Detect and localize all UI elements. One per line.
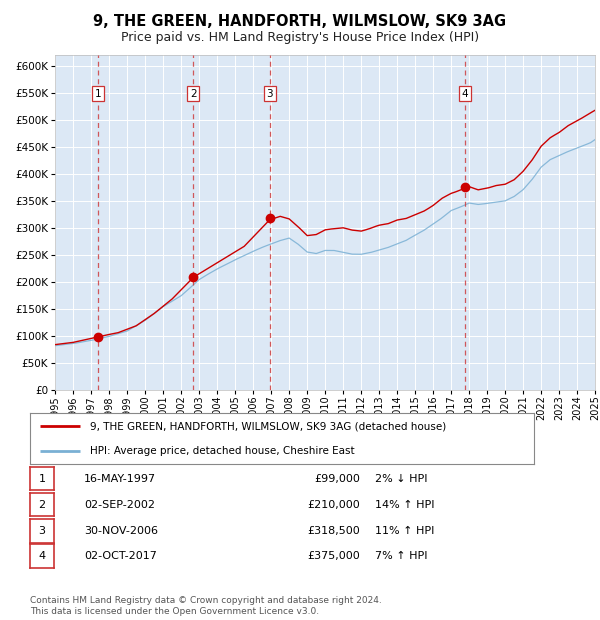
Text: 30-NOV-2006: 30-NOV-2006: [84, 526, 158, 536]
Text: £318,500: £318,500: [307, 526, 360, 536]
Text: 02-SEP-2002: 02-SEP-2002: [84, 500, 155, 510]
Text: 2: 2: [190, 89, 197, 99]
Text: 4: 4: [461, 89, 468, 99]
Text: 2: 2: [38, 500, 46, 510]
Text: 02-OCT-2017: 02-OCT-2017: [84, 551, 157, 561]
Text: Contains HM Land Registry data © Crown copyright and database right 2024.
This d: Contains HM Land Registry data © Crown c…: [30, 596, 382, 616]
Text: 4: 4: [38, 551, 46, 561]
Text: 3: 3: [266, 89, 273, 99]
Text: 11% ↑ HPI: 11% ↑ HPI: [375, 526, 434, 536]
Text: 9, THE GREEN, HANDFORTH, WILMSLOW, SK9 3AG: 9, THE GREEN, HANDFORTH, WILMSLOW, SK9 3…: [94, 14, 506, 29]
Text: 1: 1: [38, 474, 46, 484]
Text: 9, THE GREEN, HANDFORTH, WILMSLOW, SK9 3AG (detached house): 9, THE GREEN, HANDFORTH, WILMSLOW, SK9 3…: [91, 421, 447, 431]
Text: 2% ↓ HPI: 2% ↓ HPI: [375, 474, 427, 484]
Text: HPI: Average price, detached house, Cheshire East: HPI: Average price, detached house, Ches…: [91, 446, 355, 456]
Text: £99,000: £99,000: [314, 474, 360, 484]
Text: 14% ↑ HPI: 14% ↑ HPI: [375, 500, 434, 510]
Text: 7% ↑ HPI: 7% ↑ HPI: [375, 551, 427, 561]
Text: 1: 1: [95, 89, 101, 99]
Text: Price paid vs. HM Land Registry's House Price Index (HPI): Price paid vs. HM Land Registry's House …: [121, 31, 479, 43]
Text: £375,000: £375,000: [307, 551, 360, 561]
Text: £210,000: £210,000: [307, 500, 360, 510]
Text: 16-MAY-1997: 16-MAY-1997: [84, 474, 156, 484]
Text: 3: 3: [38, 526, 46, 536]
